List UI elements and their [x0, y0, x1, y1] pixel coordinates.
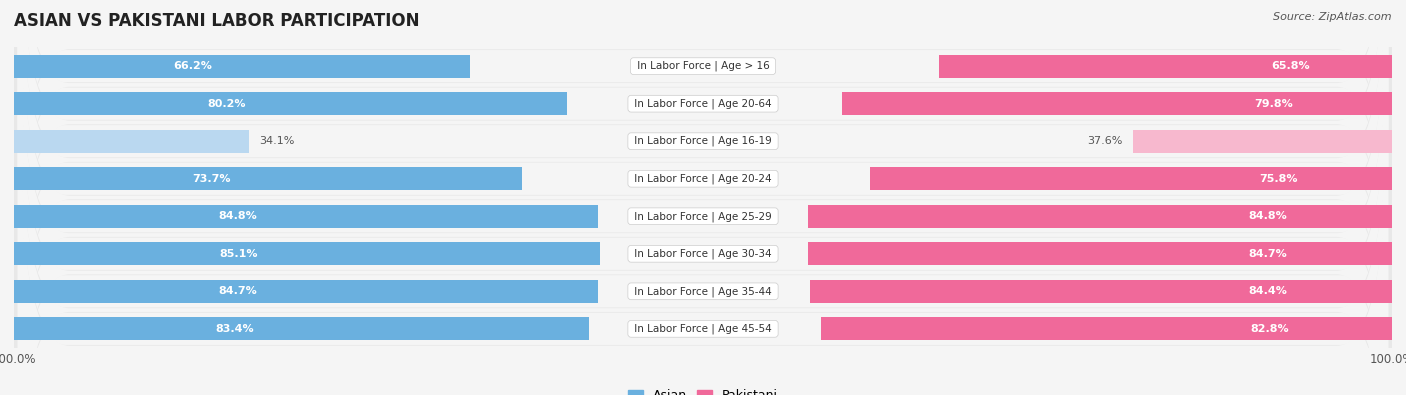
Text: In Labor Force | Age 25-29: In Labor Force | Age 25-29 [631, 211, 775, 222]
Text: 84.8%: 84.8% [218, 211, 257, 221]
Text: 66.2%: 66.2% [174, 61, 212, 71]
Text: 84.4%: 84.4% [1249, 286, 1288, 296]
Legend: Asian, Pakistani: Asian, Pakistani [623, 384, 783, 395]
Bar [842, 92, 1392, 115]
FancyBboxPatch shape [17, 7, 1389, 395]
Text: 84.8%: 84.8% [1249, 211, 1286, 221]
FancyBboxPatch shape [14, 0, 1392, 350]
Text: 83.4%: 83.4% [215, 324, 254, 334]
Text: 65.8%: 65.8% [1271, 61, 1310, 71]
Bar [14, 130, 249, 153]
FancyBboxPatch shape [14, 0, 1392, 395]
FancyBboxPatch shape [17, 0, 1389, 313]
Bar [14, 205, 599, 228]
FancyBboxPatch shape [14, 0, 1392, 395]
Text: In Labor Force | Age 30-34: In Labor Force | Age 30-34 [631, 248, 775, 259]
Bar [14, 242, 600, 265]
Text: 75.8%: 75.8% [1260, 174, 1298, 184]
FancyBboxPatch shape [17, 45, 1389, 395]
Text: Source: ZipAtlas.com: Source: ZipAtlas.com [1274, 12, 1392, 22]
FancyBboxPatch shape [17, 0, 1389, 350]
Text: 85.1%: 85.1% [219, 249, 257, 259]
Text: 82.8%: 82.8% [1250, 324, 1289, 334]
Text: In Labor Force | Age 45-54: In Labor Force | Age 45-54 [631, 324, 775, 334]
Bar [14, 167, 522, 190]
Bar [14, 317, 589, 340]
Text: 84.7%: 84.7% [218, 286, 257, 296]
FancyBboxPatch shape [14, 0, 1392, 395]
Bar [939, 55, 1392, 78]
FancyBboxPatch shape [17, 0, 1389, 388]
FancyBboxPatch shape [17, 0, 1389, 395]
Text: 80.2%: 80.2% [208, 99, 246, 109]
Text: In Labor Force | Age 20-64: In Labor Force | Age 20-64 [631, 98, 775, 109]
FancyBboxPatch shape [17, 0, 1389, 395]
Text: In Labor Force | Age 20-24: In Labor Force | Age 20-24 [631, 173, 775, 184]
Text: In Labor Force | Age 16-19: In Labor Force | Age 16-19 [631, 136, 775, 147]
Text: 79.8%: 79.8% [1254, 99, 1294, 109]
Bar [14, 55, 470, 78]
Bar [14, 280, 598, 303]
FancyBboxPatch shape [14, 0, 1392, 387]
Text: 73.7%: 73.7% [191, 174, 231, 184]
FancyBboxPatch shape [14, 45, 1392, 395]
FancyBboxPatch shape [14, 0, 1392, 395]
Text: ASIAN VS PAKISTANI LABOR PARTICIPATION: ASIAN VS PAKISTANI LABOR PARTICIPATION [14, 12, 419, 30]
Text: In Labor Force | Age 35-44: In Labor Force | Age 35-44 [631, 286, 775, 297]
FancyBboxPatch shape [17, 82, 1389, 395]
Text: 34.1%: 34.1% [259, 136, 295, 146]
Bar [1133, 130, 1392, 153]
Text: 37.6%: 37.6% [1087, 136, 1122, 146]
Bar [810, 280, 1392, 303]
Text: In Labor Force | Age > 16: In Labor Force | Age > 16 [634, 61, 772, 71]
Bar [821, 317, 1392, 340]
Bar [870, 167, 1392, 190]
FancyBboxPatch shape [14, 8, 1392, 395]
Bar [807, 205, 1392, 228]
Bar [14, 92, 567, 115]
Text: 84.7%: 84.7% [1249, 249, 1286, 259]
Bar [808, 242, 1392, 265]
